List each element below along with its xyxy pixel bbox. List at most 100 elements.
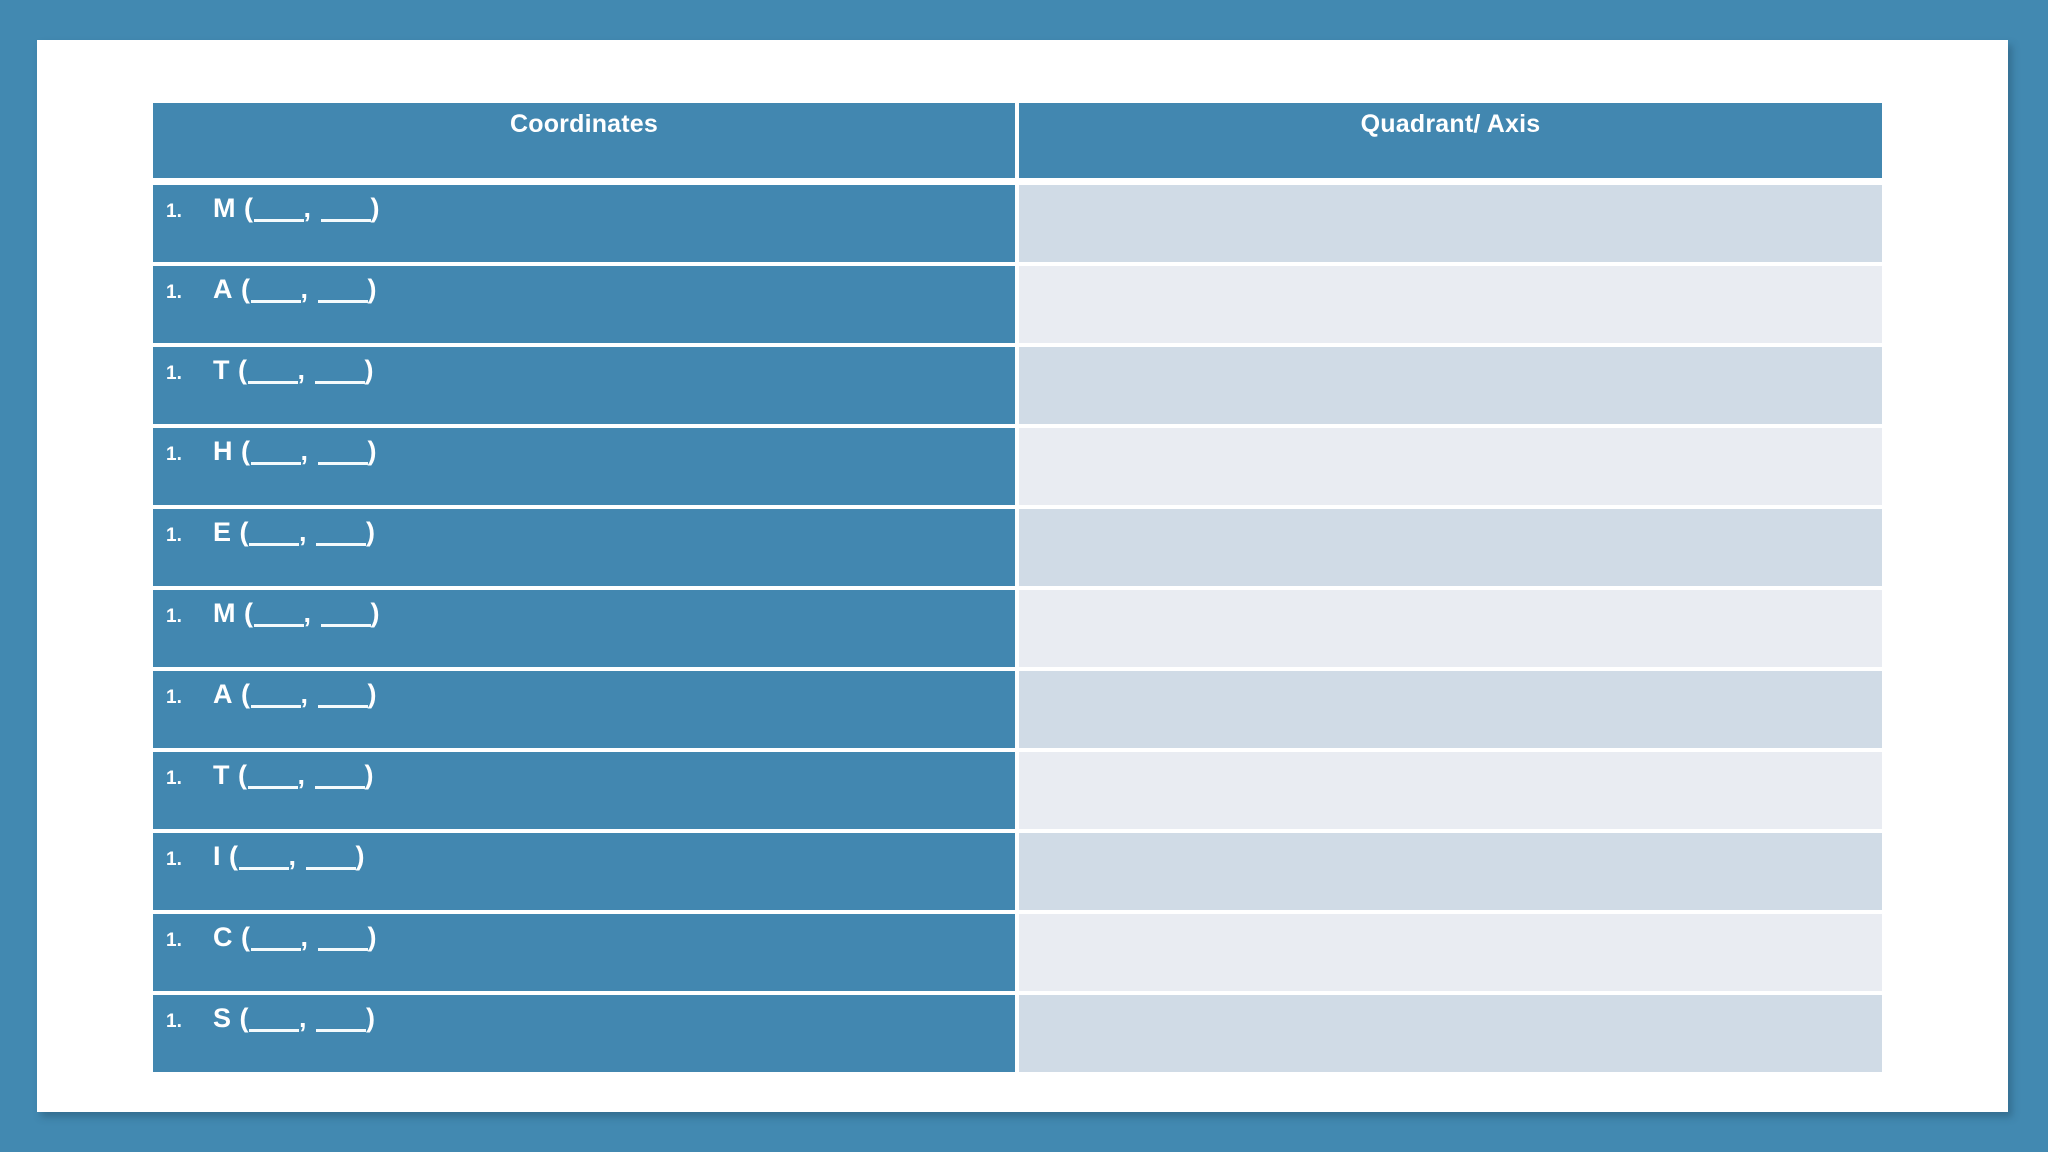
answer-cell — [1019, 671, 1882, 748]
paren-open: ( — [241, 922, 251, 952]
x-blank — [250, 944, 301, 951]
row-number: 1. — [166, 687, 182, 708]
paren-close: ) — [370, 193, 381, 223]
y-blank — [314, 782, 365, 789]
x-blank — [247, 782, 298, 789]
comma-separator: , — [299, 1003, 308, 1033]
coordinate-cell: 1. A (,) — [153, 266, 1015, 343]
coordinate-cell: 1. H (,) — [153, 428, 1015, 505]
answer-cell — [1019, 590, 1882, 667]
paren-close: ) — [367, 274, 378, 304]
point-letter: S — [213, 1003, 232, 1033]
table-row: 1. H (,) — [153, 428, 1882, 505]
paren-open: ( — [238, 760, 248, 790]
y-blank — [316, 1025, 367, 1032]
x-blank — [238, 863, 289, 870]
table-row: 1. T (,) — [153, 752, 1882, 829]
answer-cell — [1019, 752, 1882, 829]
x-blank — [249, 539, 300, 546]
comma-separator: , — [299, 517, 308, 547]
row-number: 1. — [166, 930, 182, 951]
coordinate-cell: 1. T (,) — [153, 347, 1015, 424]
point-letter: A — [213, 274, 233, 304]
paren-close: ) — [367, 922, 378, 952]
paren-open: ( — [239, 517, 250, 547]
paren-close: ) — [370, 598, 381, 628]
y-blank — [320, 620, 371, 627]
paren-close: ) — [367, 679, 378, 709]
row-number: 1. — [166, 768, 182, 789]
paren-close: ) — [364, 760, 375, 790]
coordinates-table: Coordinates Quadrant/ Axis 1. M (,) 1. A (,)… — [153, 103, 1882, 1072]
point-letter: I — [213, 841, 222, 871]
table-row: 1. C (,) — [153, 914, 1882, 991]
row-number: 1. — [166, 1011, 182, 1032]
coordinates-header-cell: Coordinates — [153, 103, 1015, 178]
point-letter: T — [213, 760, 230, 790]
paren-close: ) — [366, 517, 376, 547]
paren-open: ( — [244, 193, 254, 223]
y-blank — [305, 863, 356, 870]
point-letter: C — [213, 922, 233, 952]
comma-separator: , — [300, 679, 309, 709]
row-number: 1. — [166, 363, 182, 384]
paren-close: ) — [355, 841, 366, 871]
quadrant-axis-header-cell: Quadrant/ Axis — [1019, 103, 1882, 178]
table-row: 1. T (,) — [153, 347, 1882, 424]
y-blank — [320, 215, 371, 222]
paren-close: ) — [364, 355, 375, 385]
answer-cell — [1019, 833, 1882, 910]
y-blank — [317, 296, 368, 303]
table-row: 1. S(,) — [153, 995, 1882, 1072]
y-blank — [317, 701, 368, 708]
x-blank — [247, 377, 298, 384]
x-blank — [253, 620, 304, 627]
comma-separator: , — [288, 841, 297, 871]
table-header-row: Coordinates Quadrant/ Axis — [153, 103, 1882, 178]
coordinate-cell: 1. T (,) — [153, 752, 1015, 829]
answer-cell — [1019, 347, 1882, 424]
paren-open: ( — [238, 355, 248, 385]
comma-separator: , — [300, 922, 309, 952]
table-row: 1. M (,) — [153, 185, 1882, 262]
row-number: 1. — [166, 849, 182, 870]
x-blank — [250, 458, 301, 465]
answer-cell — [1019, 995, 1882, 1072]
table-row: 1. I(,) — [153, 833, 1882, 910]
answer-cell — [1019, 266, 1882, 343]
coordinate-cell: 1. S(,) — [153, 995, 1015, 1072]
answer-cell — [1019, 185, 1882, 262]
comma-separator: , — [300, 274, 309, 304]
coordinate-cell: 1. M (,) — [153, 590, 1015, 667]
table-row: 1. A (,) — [153, 266, 1882, 343]
paren-open: ( — [244, 598, 254, 628]
comma-separator: , — [297, 355, 306, 385]
x-blank — [250, 701, 301, 708]
point-letter: H — [213, 436, 233, 466]
paren-open: ( — [239, 1003, 250, 1033]
coordinate-cell: 1. M (,) — [153, 185, 1015, 262]
coordinate-cell: 1. C (,) — [153, 914, 1015, 991]
x-blank — [253, 215, 304, 222]
row-number: 1. — [166, 201, 182, 222]
y-blank — [316, 539, 367, 546]
comma-separator: , — [303, 598, 312, 628]
point-letter: A — [213, 679, 233, 709]
x-blank — [250, 296, 301, 303]
answer-cell — [1019, 428, 1882, 505]
point-letter: T — [213, 355, 230, 385]
row-number: 1. — [166, 606, 182, 627]
table-row: 1. M (,) — [153, 590, 1882, 667]
comma-separator: , — [303, 193, 312, 223]
paren-close: ) — [366, 1003, 376, 1033]
point-letter: M — [213, 193, 236, 223]
paren-open: ( — [241, 679, 251, 709]
row-number: 1. — [166, 525, 182, 546]
y-blank — [314, 377, 365, 384]
row-number: 1. — [166, 444, 182, 465]
point-letter: E — [213, 517, 232, 547]
comma-separator: , — [300, 436, 309, 466]
paren-open: ( — [241, 436, 251, 466]
coordinate-cell: 1. E(,) — [153, 509, 1015, 586]
